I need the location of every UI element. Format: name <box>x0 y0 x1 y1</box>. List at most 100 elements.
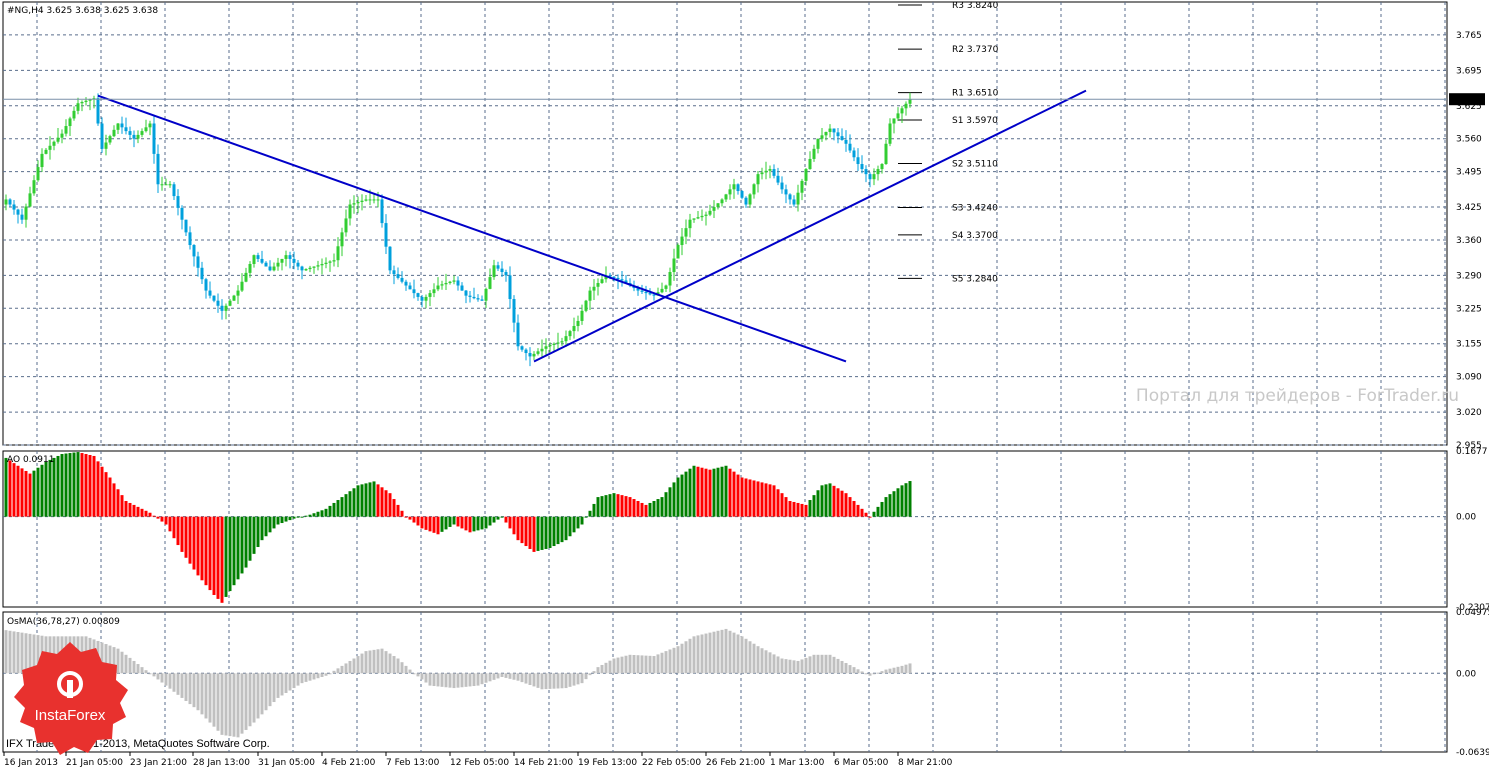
candle-body <box>300 266 304 271</box>
ao-bar <box>652 501 656 517</box>
candle-body <box>388 246 392 271</box>
candle-body <box>532 353 536 357</box>
candle-body <box>188 232 192 246</box>
osma-bar <box>528 673 532 685</box>
osma-bar <box>580 673 584 684</box>
logo-badge-shape <box>14 642 128 755</box>
osma-bar <box>212 673 216 727</box>
osma-bar <box>252 673 256 723</box>
ao-bar <box>668 487 672 517</box>
candle-body <box>448 281 452 283</box>
osma-bar <box>796 660 800 674</box>
osma-bar <box>336 668 340 674</box>
osma-bar <box>544 673 548 690</box>
osma-bar <box>896 666 900 674</box>
time-tick-label: 12 Feb 05:00 <box>450 758 509 768</box>
osma-bar <box>276 673 280 698</box>
ao-bar <box>848 497 852 517</box>
candle-body <box>172 184 176 197</box>
price-tick-label: 3.360 <box>1456 236 1482 246</box>
pivot-level-label: S3 3.4240 <box>952 204 998 214</box>
ao-bar <box>800 503 804 517</box>
osma-bar <box>136 664 140 674</box>
ao-bar <box>604 495 608 517</box>
candle-body <box>144 127 148 132</box>
candle-body <box>548 345 552 347</box>
osma-bar <box>856 669 860 674</box>
ao-bar <box>648 502 652 517</box>
time-tick-label: 19 Feb 13:00 <box>578 758 637 768</box>
osma-bar <box>756 646 760 674</box>
pivot-level-label: S2 3.5110 <box>952 160 998 170</box>
osma-bar <box>372 649 376 674</box>
candle-body <box>796 192 800 205</box>
ao-bar <box>180 516 184 552</box>
osma-bar <box>612 658 616 674</box>
osma-bar <box>676 646 680 674</box>
ao-bar <box>756 481 760 517</box>
osma-bar <box>704 633 708 674</box>
osma-bar <box>364 651 368 674</box>
ao-bar <box>36 467 40 517</box>
pivot-level-label: R2 3.7370 <box>952 45 999 55</box>
osma-bar <box>660 652 664 674</box>
osma-bar <box>536 673 540 688</box>
osma-bar <box>808 656 812 674</box>
osma-bar <box>776 656 780 674</box>
ao-bar <box>68 453 72 517</box>
ao-bar <box>300 516 304 518</box>
ao-bar <box>720 466 724 517</box>
ao-bar <box>196 516 200 576</box>
ao-bar <box>612 493 616 517</box>
osma-bar <box>220 673 224 735</box>
ao-bar <box>252 516 256 554</box>
candle-body <box>520 346 524 350</box>
osma-bar <box>788 659 792 674</box>
price-tick-label: 3.695 <box>1456 66 1482 76</box>
candle-body <box>644 291 648 294</box>
candle-body <box>308 267 312 270</box>
candle-body <box>860 164 864 170</box>
time-tick-label: 4 Feb 21:00 <box>322 758 376 768</box>
candle-body <box>848 143 852 151</box>
ao-bar <box>348 491 352 517</box>
osma-bar <box>308 673 312 681</box>
ao-bar <box>620 495 624 517</box>
ao-bar <box>84 454 88 517</box>
candle-body <box>116 123 120 130</box>
candle-body <box>100 123 104 149</box>
ao-bar <box>748 479 752 517</box>
ao-bar <box>472 516 476 532</box>
ao-bar <box>376 484 380 517</box>
candle-body <box>716 203 720 208</box>
candle-body <box>756 174 760 185</box>
pivot-level-label: R3 3.8240 <box>952 1 999 11</box>
candle-body <box>452 280 456 282</box>
ao-bar <box>360 484 364 517</box>
osma-bar <box>228 673 232 737</box>
time-tick-label: 28 Jan 13:00 <box>193 758 250 768</box>
ao-bar <box>340 497 344 517</box>
osma-bar <box>860 671 864 674</box>
ao-bar <box>772 485 776 517</box>
osma-bar <box>204 673 208 719</box>
candle-body <box>280 258 284 263</box>
candle-body <box>420 296 424 301</box>
candle-body <box>264 262 268 267</box>
ao-bar <box>484 516 488 529</box>
price-tick-label: 3.020 <box>1456 408 1482 418</box>
ao-bar <box>76 452 80 517</box>
ao-bar <box>20 468 24 517</box>
candle-body <box>580 310 584 321</box>
ao-bar <box>536 516 540 551</box>
osma-bar <box>268 673 272 707</box>
price-tick-label: 3.155 <box>1456 340 1482 350</box>
candle-body <box>32 180 36 194</box>
ao-bar <box>408 516 412 520</box>
osma-bar <box>32 634 36 674</box>
candle-body <box>672 258 676 273</box>
candle-body <box>736 184 740 192</box>
ao-bar <box>544 516 548 549</box>
candle-body <box>40 153 44 168</box>
